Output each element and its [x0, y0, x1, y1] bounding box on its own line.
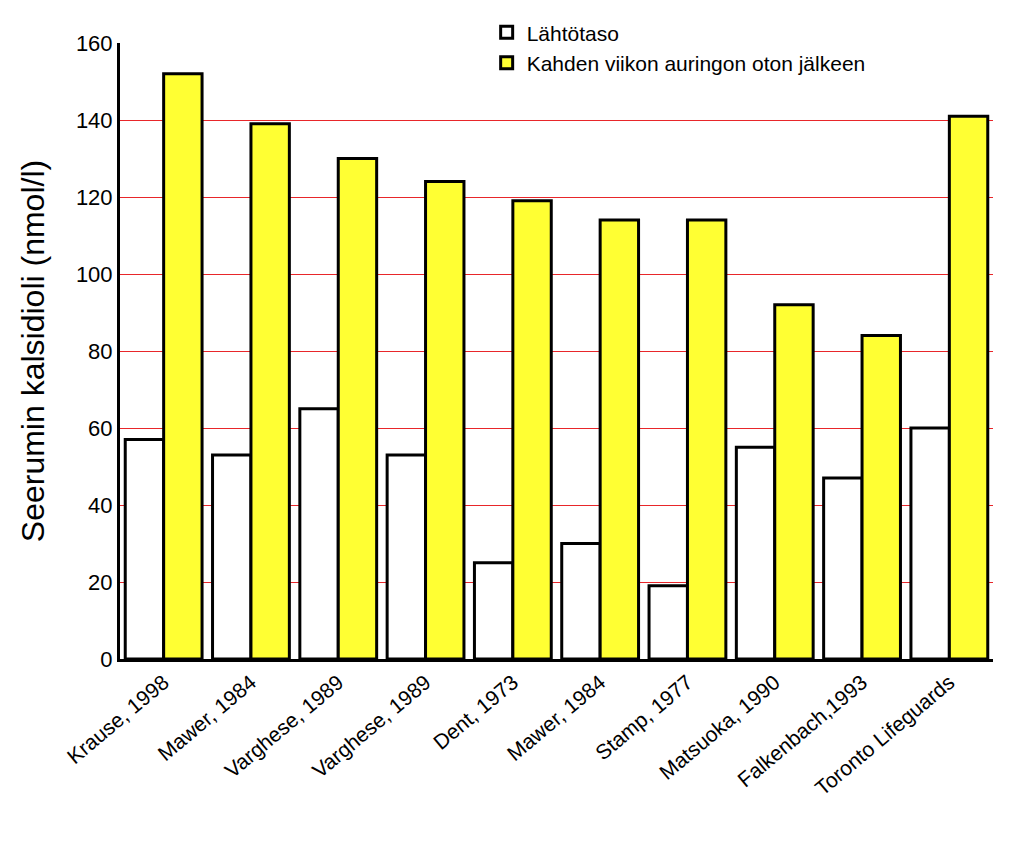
svg-text:Varghese, 1989: Varghese, 1989 — [308, 670, 435, 782]
svg-text:Varghese, 1989: Varghese, 1989 — [220, 670, 347, 782]
svg-text:Kahden viikon auringon oton jä: Kahden viikon auringon oton jälkeen — [527, 52, 866, 75]
svg-text:Krause, 1998: Krause, 1998 — [62, 670, 172, 768]
svg-text:40: 40 — [88, 493, 112, 518]
svg-text:140: 140 — [76, 108, 113, 133]
svg-text:80: 80 — [88, 339, 112, 364]
svg-text:Seerumin kalsidioli (nmol/l): Seerumin kalsidioli (nmol/l) — [15, 160, 51, 542]
svg-text:Toronto Lifeguards: Toronto Lifeguards — [811, 670, 959, 799]
svg-text:Lähtötaso: Lähtötaso — [527, 22, 619, 45]
svg-text:0: 0 — [100, 647, 112, 672]
svg-text:160: 160 — [76, 31, 113, 56]
svg-text:20: 20 — [88, 570, 112, 595]
svg-text:100: 100 — [76, 262, 113, 287]
svg-text:120: 120 — [76, 185, 113, 210]
svg-text:Stamp, 1977: Stamp, 1977 — [591, 670, 697, 764]
svg-text:Mawer, 1984: Mawer, 1984 — [503, 670, 610, 765]
svg-text:60: 60 — [88, 416, 112, 441]
svg-text:Mawer, 1984: Mawer, 1984 — [153, 670, 260, 765]
svg-text:Dent, 1973: Dent, 1973 — [429, 670, 522, 754]
svg-text:Matsuoka, 1990: Matsuoka, 1990 — [655, 670, 784, 784]
svg-text:Falkenbach,1993: Falkenbach,1993 — [733, 670, 871, 791]
